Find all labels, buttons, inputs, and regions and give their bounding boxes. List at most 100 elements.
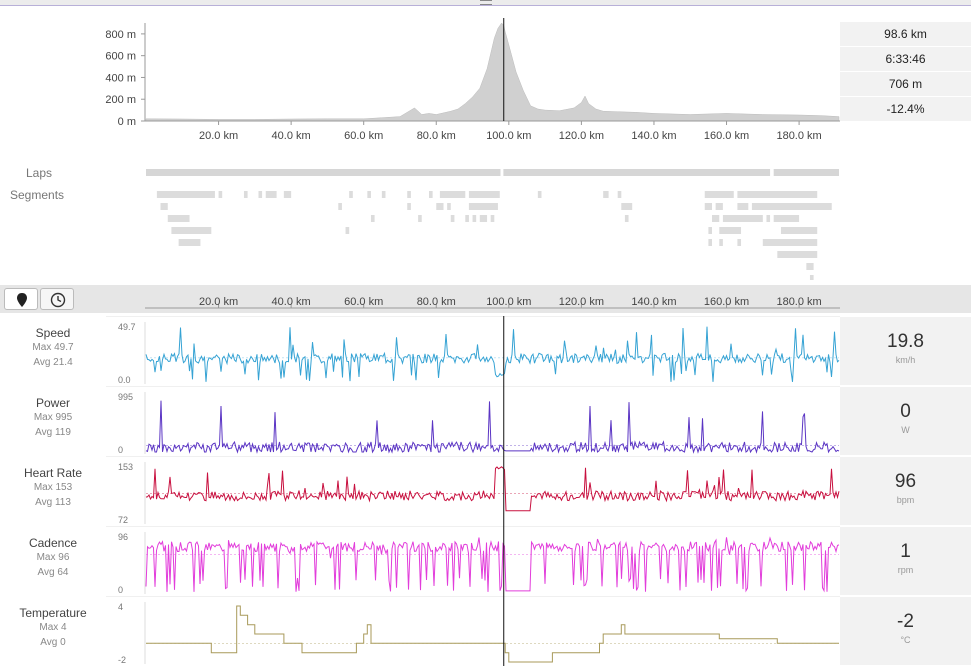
metric-label-speed: Speed Max 49.7 Avg 21.4 (0, 326, 106, 370)
metric-current-value: 1 (900, 541, 911, 562)
metric-series-line (146, 605, 839, 663)
lap-bar (146, 169, 501, 176)
metric-bottom-label: 0 (118, 585, 123, 595)
segment-bar (806, 263, 814, 270)
elevation-profile-area (145, 22, 840, 122)
segment-bar (468, 191, 500, 198)
metric-label-heart-rate: Heart Rate Max 153 Avg 113 (0, 466, 106, 510)
metric-chart-heart-rate[interactable]: 153 72 (0, 456, 840, 526)
segment-bar (407, 203, 411, 210)
segment-bar (429, 191, 433, 198)
metric-avg: Avg 0 (40, 637, 66, 648)
metric-current-speed: 19.8 km/h (840, 317, 971, 385)
segment-bar (465, 215, 469, 222)
metric-bottom-label: 72 (118, 515, 128, 525)
metric-series-line (145, 536, 840, 593)
elevation-x-tick-label: 80.0 km (417, 130, 456, 142)
time-mode-button[interactable] (40, 288, 74, 310)
segment-bar (490, 215, 495, 222)
segment-bar (265, 191, 277, 198)
segment-bar (447, 203, 451, 210)
metric-top-label: 96 (118, 532, 128, 542)
metric-current-value: 19.8 (887, 331, 924, 352)
elevation-y-tick-label: 800 m (105, 29, 136, 41)
segment-bar (708, 239, 713, 246)
segment-bar (218, 191, 223, 198)
metric-bottom-label: 0 (118, 445, 123, 455)
segment-bar (737, 191, 818, 198)
segment-bar (773, 215, 800, 222)
segment-bar (719, 239, 723, 246)
distance-axis: 20.0 km 40.0 km 60.0 km 80.0 km 100.0 km 120.… (145, 296, 840, 309)
metric-top-label: 4 (118, 602, 123, 612)
elevation-y-tick-label: 200 m (105, 94, 136, 106)
elevation-x-tick-label: 140.0 km (631, 130, 676, 142)
metric-name: Power (35, 396, 70, 410)
metric-max: Max 995 (33, 412, 73, 423)
metric-chart-power[interactable]: 995 0 (0, 386, 840, 456)
segment-bar (349, 191, 353, 198)
segment-bar (407, 191, 411, 198)
segment-bar (780, 227, 818, 234)
stat-grade: -12.4% (840, 97, 971, 121)
segment-bar (809, 275, 814, 280)
segments-label: Segments (10, 188, 65, 202)
elevation-x-tick-label: 120.0 km (559, 130, 604, 142)
window-titlebar[interactable] (0, 0, 971, 6)
segment-bar (450, 215, 455, 222)
segment-bar (370, 215, 375, 222)
metric-avg: Avg 64 (37, 567, 69, 578)
metric-avg: Avg 119 (35, 427, 71, 438)
segment-bar (777, 251, 818, 258)
metric-avg: Avg 21.4 (33, 357, 73, 368)
metric-current-value: -2 (897, 611, 914, 632)
axis-tick-label: 40.0 km (272, 296, 311, 308)
metric-chart-temperature[interactable]: 4 -2 (0, 596, 840, 666)
metric-max: Max 4 (39, 622, 67, 633)
metric-label-temperature: Temperature Max 4 Avg 0 (0, 606, 106, 650)
metric-series-line (145, 466, 840, 512)
axis-tick-label: 160.0 km (704, 296, 749, 308)
metric-current-value: 0 (900, 401, 911, 422)
metric-top-label: 995 (118, 392, 133, 402)
stat-duration: 6:33:46 (840, 47, 971, 71)
segment-bar (439, 191, 466, 198)
metric-current-temperature: -2 °C (840, 597, 971, 665)
metric-max: Max 153 (33, 482, 73, 493)
segment-bar (737, 239, 742, 246)
laps-track[interactable] (0, 160, 840, 280)
elevation-x-tick-label: 160.0 km (704, 130, 749, 142)
segment-bar (367, 191, 371, 198)
segment-bar (243, 191, 248, 198)
drag-grip-icon[interactable] (480, 0, 492, 5)
distance-mode-button[interactable] (4, 288, 38, 310)
metric-series-line (145, 400, 840, 454)
segment-bar (715, 203, 723, 210)
elevation-x-tick-label: 40.0 km (272, 130, 311, 142)
metric-name: Cadence (28, 536, 78, 550)
laps-label: Laps (26, 166, 53, 180)
segment-bar (751, 203, 832, 210)
metric-series-line (145, 326, 840, 382)
segment-bar (468, 203, 498, 210)
segment-bar (167, 215, 190, 222)
metric-top-label: 153 (118, 462, 133, 472)
segment-bar (160, 203, 168, 210)
segment-bar (708, 227, 713, 234)
clock-icon (50, 292, 66, 308)
elevation-chart[interactable]: 800 m 600 m 400 m 200 m 0 m 20.0 km 40.0 km 60.… (0, 18, 840, 146)
elevation-x-tick-label: 20.0 km (199, 130, 238, 142)
metric-chart-cadence[interactable]: 96 0 (0, 526, 840, 596)
segment-bar (712, 215, 720, 222)
metric-chart-speed[interactable]: 49.7 0.0 (0, 316, 840, 386)
metric-current-heart-rate: 96 bpm (840, 457, 971, 525)
metric-bottom-label: 0.0 (118, 375, 131, 385)
elevation-x-tick-label: 60.0 km (344, 130, 383, 142)
segment-bar (624, 215, 629, 222)
axis-tick-label: 180.0 km (776, 296, 821, 308)
segment-bar (472, 215, 477, 222)
axis-tick-label: 100.0 km (486, 296, 531, 308)
segment-bar (418, 215, 422, 222)
segment-bar (617, 191, 622, 198)
